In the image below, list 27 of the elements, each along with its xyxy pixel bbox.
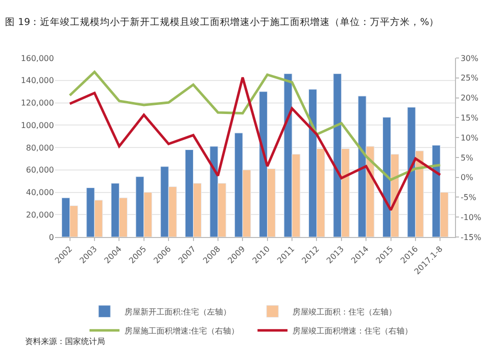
y2-tick-label: 10% bbox=[460, 133, 479, 142]
y-tick-label: 100,000 bbox=[20, 120, 54, 130]
y2-tick-label: 0% bbox=[460, 173, 474, 182]
legend-label: 房屋竣工面积增速：住宅（右轴） bbox=[292, 326, 412, 336]
y2-tick-label: 20% bbox=[460, 94, 479, 103]
y-tick-label: 40,000 bbox=[26, 188, 54, 198]
y-tick-label: 60,000 bbox=[26, 166, 54, 175]
y2-tick-label: 15% bbox=[460, 113, 479, 122]
text: 资料来源：国家统计局 bbox=[25, 337, 105, 346]
y-tick-label: 140,000 bbox=[20, 76, 54, 86]
chart-title: 图 19：近年竣工规模均小于新开工规模且竣工面积增速小于施工面积增速（单位：万平方米，%） bbox=[5, 16, 440, 28]
legend-label: 房屋新开工面积:住宅（左轴） bbox=[124, 307, 232, 316]
y-tick-label: 160,000 bbox=[20, 54, 54, 63]
line-series bbox=[68, 76, 442, 212]
y2-tick-label: 25% bbox=[460, 74, 479, 83]
y2-tick-label: -5% bbox=[460, 193, 477, 202]
y-tick-label: 20,000 bbox=[26, 210, 54, 220]
y2-tick-label: -15% bbox=[460, 232, 482, 242]
y-tick-label: 80,000 bbox=[26, 143, 54, 152]
line-series bbox=[68, 70, 442, 181]
y2-tick-label: 30% bbox=[460, 54, 479, 63]
y-tick-label: 0 bbox=[48, 232, 54, 242]
legend-label: 房屋施工面积增速:住宅（右轴） bbox=[124, 326, 240, 336]
y2-tick-label: 5% bbox=[460, 153, 474, 162]
legend-label: 房屋竣工面积：住宅（左轴） bbox=[292, 307, 396, 316]
y2-tick-label: -10% bbox=[460, 212, 482, 222]
y-tick-label: 120,000 bbox=[20, 98, 54, 108]
